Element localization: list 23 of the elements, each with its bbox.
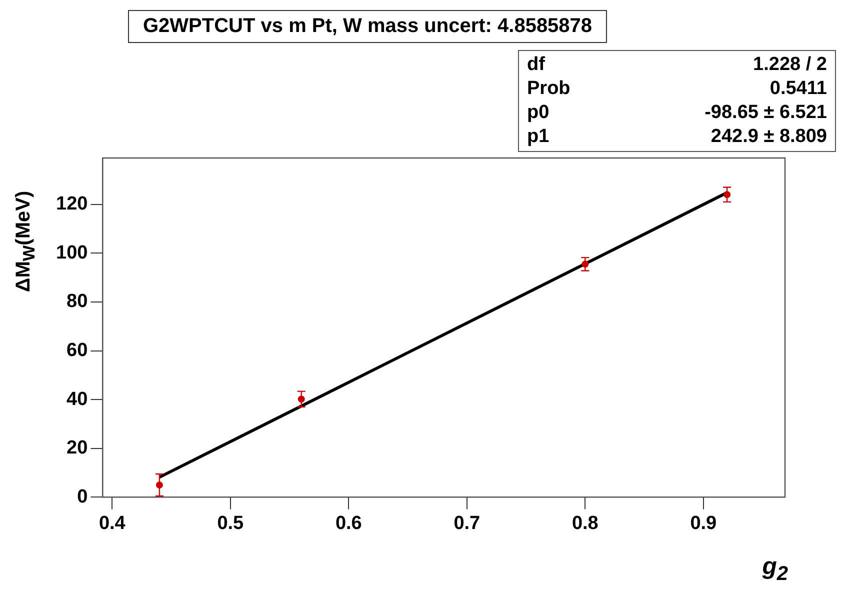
y-tick-label: 0 [77,486,88,508]
x-tick-label: 0.8 [572,512,598,534]
text: p0 [527,101,550,125]
text: 0.5411 [770,77,827,101]
y-tick-label: 80 [66,291,88,312]
x-tick-label: 0.7 [454,512,480,534]
x-tick-label: 0.6 [335,512,362,534]
x-tick-label: 0.4 [98,512,126,534]
text: df [527,53,545,77]
text: 242.9 ± 8.809 [710,125,827,149]
text: 1.228 / 2 [753,53,827,77]
y-tick-label: 100 [56,242,88,264]
y-tick-label: 120 [56,194,88,215]
x-axis-title: g$_{2}$ [762,553,788,586]
x-tick-label: 0.9 [690,512,717,534]
text: -98.65 ± 6.521 [704,101,827,125]
chart-title: G2WPTCUT vs m Pt, W mass uncert: 4.8585878 [128,10,608,43]
y-tick-label: 40 [66,388,88,410]
x-tick-label: 0.5 [217,512,244,534]
text: Prob [527,77,570,101]
y-tick-label: 20 [66,438,88,459]
y-tick-label: 60 [66,340,88,362]
text: p1 [527,125,550,149]
